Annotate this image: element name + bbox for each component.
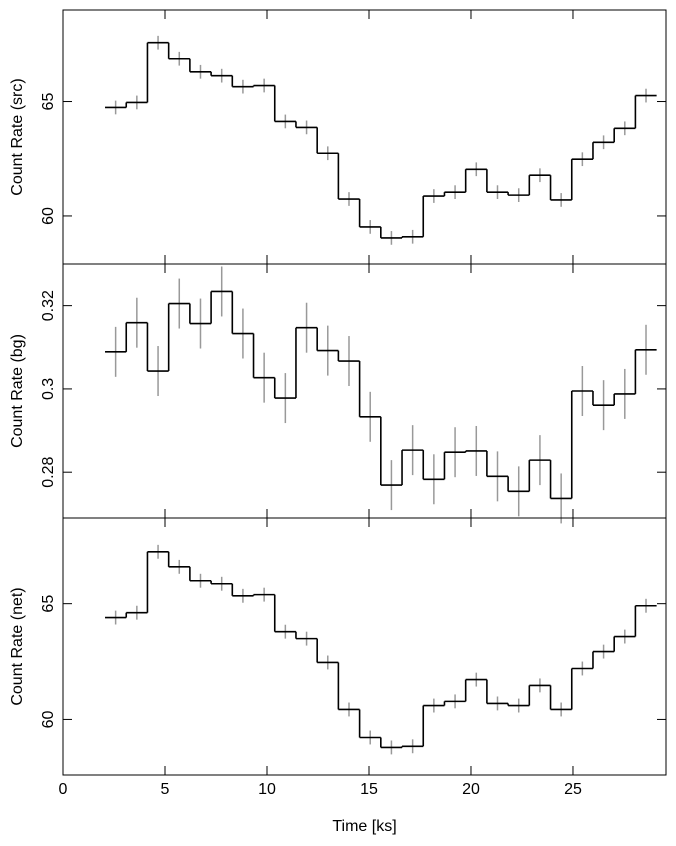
y-axis-label: Count Rate (src) <box>9 78 26 195</box>
x-tick-label: 5 <box>161 781 170 798</box>
y-tick-label: 65 <box>40 93 57 111</box>
x-axis-label: Time [ks] <box>332 818 396 835</box>
y-axis-label: Count Rate (bg) <box>9 334 26 448</box>
y-tick-label: 0.28 <box>40 457 57 488</box>
y-tick-label: 65 <box>40 595 57 613</box>
y-tick-label: 0.3 <box>40 378 57 400</box>
x-tick-label: 10 <box>258 781 276 798</box>
y-tick-label: 0.32 <box>40 290 57 321</box>
x-tick-label: 20 <box>462 781 480 798</box>
y-tick-label: 60 <box>40 710 57 728</box>
x-tick-label: 0 <box>59 781 68 798</box>
panel-frame <box>62 517 667 776</box>
x-tick-label: 25 <box>564 781 582 798</box>
y-tick-label: 60 <box>40 207 57 225</box>
x-tick-label: 15 <box>360 781 378 798</box>
panel-frame <box>62 9 667 265</box>
y-axis-label: Count Rate (net) <box>9 587 26 705</box>
